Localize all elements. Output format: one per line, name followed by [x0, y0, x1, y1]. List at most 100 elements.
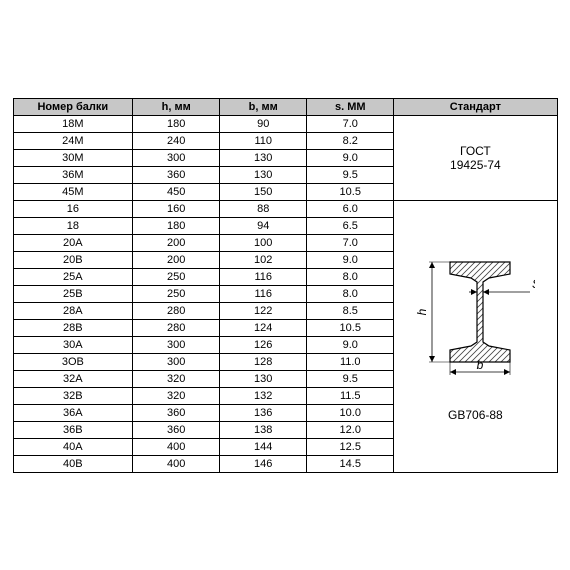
cell-h: 300	[133, 149, 220, 166]
cell-b: 128	[220, 353, 307, 370]
cell-h: 160	[133, 200, 220, 217]
cell-s: 7.0	[307, 115, 394, 132]
cell-num: 28В	[13, 319, 133, 336]
standard-label: GB706-88	[448, 408, 503, 422]
cell-b: 130	[220, 370, 307, 387]
cell-num: 3ОВ	[13, 353, 133, 370]
beam-table: Номер балки h, мм b, мм s. ММ Стандарт 1…	[13, 98, 558, 473]
cell-s: 14.5	[307, 455, 394, 472]
cell-s: 7.0	[307, 234, 394, 251]
cell-num: 16	[13, 200, 133, 217]
cell-s: 9.5	[307, 166, 394, 183]
cell-b: 130	[220, 149, 307, 166]
cell-h: 280	[133, 302, 220, 319]
cell-num: 36В	[13, 421, 133, 438]
standard-label: ГОСТ19425-74	[450, 144, 501, 172]
cell-h: 200	[133, 234, 220, 251]
table-row: 16160886.0 h b S GB706-88	[13, 200, 557, 217]
cell-num: 30А	[13, 336, 133, 353]
cell-s: 11.0	[307, 353, 394, 370]
header-h: h, мм	[133, 98, 220, 115]
cell-b: 100	[220, 234, 307, 251]
cell-b: 126	[220, 336, 307, 353]
cell-num: 25А	[13, 268, 133, 285]
header-b: b, мм	[220, 98, 307, 115]
cell-b: 116	[220, 268, 307, 285]
cell-b: 144	[220, 438, 307, 455]
cell-num: 32А	[13, 370, 133, 387]
cell-s: 10.5	[307, 319, 394, 336]
standard-cell-gb: h b S GB706-88	[394, 200, 557, 472]
cell-b: 136	[220, 404, 307, 421]
cell-h: 300	[133, 353, 220, 370]
cell-h: 360	[133, 421, 220, 438]
cell-b: 116	[220, 285, 307, 302]
cell-b: 146	[220, 455, 307, 472]
cell-s: 8.0	[307, 268, 394, 285]
cell-h: 240	[133, 132, 220, 149]
cell-b: 110	[220, 132, 307, 149]
cell-h: 180	[133, 217, 220, 234]
cell-num: 28А	[13, 302, 133, 319]
cell-h: 400	[133, 438, 220, 455]
cell-num: 24М	[13, 132, 133, 149]
cell-s: 9.0	[307, 149, 394, 166]
cell-s: 9.5	[307, 370, 394, 387]
cell-h: 250	[133, 285, 220, 302]
cell-s: 10.0	[307, 404, 394, 421]
cell-num: 18	[13, 217, 133, 234]
cell-h: 360	[133, 404, 220, 421]
table-row: 18М180907.0ГОСТ19425-74	[13, 115, 557, 132]
header-num: Номер балки	[13, 98, 133, 115]
cell-s: 8.0	[307, 285, 394, 302]
cell-s: 12.0	[307, 421, 394, 438]
cell-num: 25В	[13, 285, 133, 302]
cell-num: 40В	[13, 455, 133, 472]
cell-num: 36М	[13, 166, 133, 183]
cell-s: 11.5	[307, 387, 394, 404]
cell-b: 94	[220, 217, 307, 234]
cell-h: 250	[133, 268, 220, 285]
cell-h: 280	[133, 319, 220, 336]
cell-num: 30М	[13, 149, 133, 166]
cell-b: 102	[220, 251, 307, 268]
cell-h: 200	[133, 251, 220, 268]
cell-b: 132	[220, 387, 307, 404]
cell-s: 8.5	[307, 302, 394, 319]
cell-s: 6.0	[307, 200, 394, 217]
cell-h: 450	[133, 183, 220, 200]
cell-b: 130	[220, 166, 307, 183]
cell-b: 122	[220, 302, 307, 319]
cell-b: 88	[220, 200, 307, 217]
svg-text:S: S	[532, 277, 535, 291]
cell-h: 320	[133, 387, 220, 404]
cell-s: 8.2	[307, 132, 394, 149]
header-row: Номер балки h, мм b, мм s. ММ Стандарт	[13, 98, 557, 115]
cell-s: 6.5	[307, 217, 394, 234]
standard-cell-gost: ГОСТ19425-74	[394, 115, 557, 200]
cell-h: 400	[133, 455, 220, 472]
cell-num: 18М	[13, 115, 133, 132]
cell-s: 10.5	[307, 183, 394, 200]
cell-b: 150	[220, 183, 307, 200]
svg-text:b: b	[477, 358, 484, 372]
cell-b: 90	[220, 115, 307, 132]
cell-s: 9.0	[307, 336, 394, 353]
cell-b: 124	[220, 319, 307, 336]
cell-h: 320	[133, 370, 220, 387]
cell-num: 32В	[13, 387, 133, 404]
cell-s: 12.5	[307, 438, 394, 455]
table-container: Номер балки h, мм b, мм s. ММ Стандарт 1…	[13, 98, 558, 473]
header-s: s. ММ	[307, 98, 394, 115]
cell-num: 20А	[13, 234, 133, 251]
cell-num: 36А	[13, 404, 133, 421]
header-std: Стандарт	[394, 98, 557, 115]
cell-h: 300	[133, 336, 220, 353]
ibeam-diagram-icon: h b S	[415, 250, 535, 383]
cell-h: 360	[133, 166, 220, 183]
cell-h: 180	[133, 115, 220, 132]
cell-num: 20В	[13, 251, 133, 268]
cell-num: 40А	[13, 438, 133, 455]
cell-b: 138	[220, 421, 307, 438]
svg-text:h: h	[415, 308, 429, 315]
